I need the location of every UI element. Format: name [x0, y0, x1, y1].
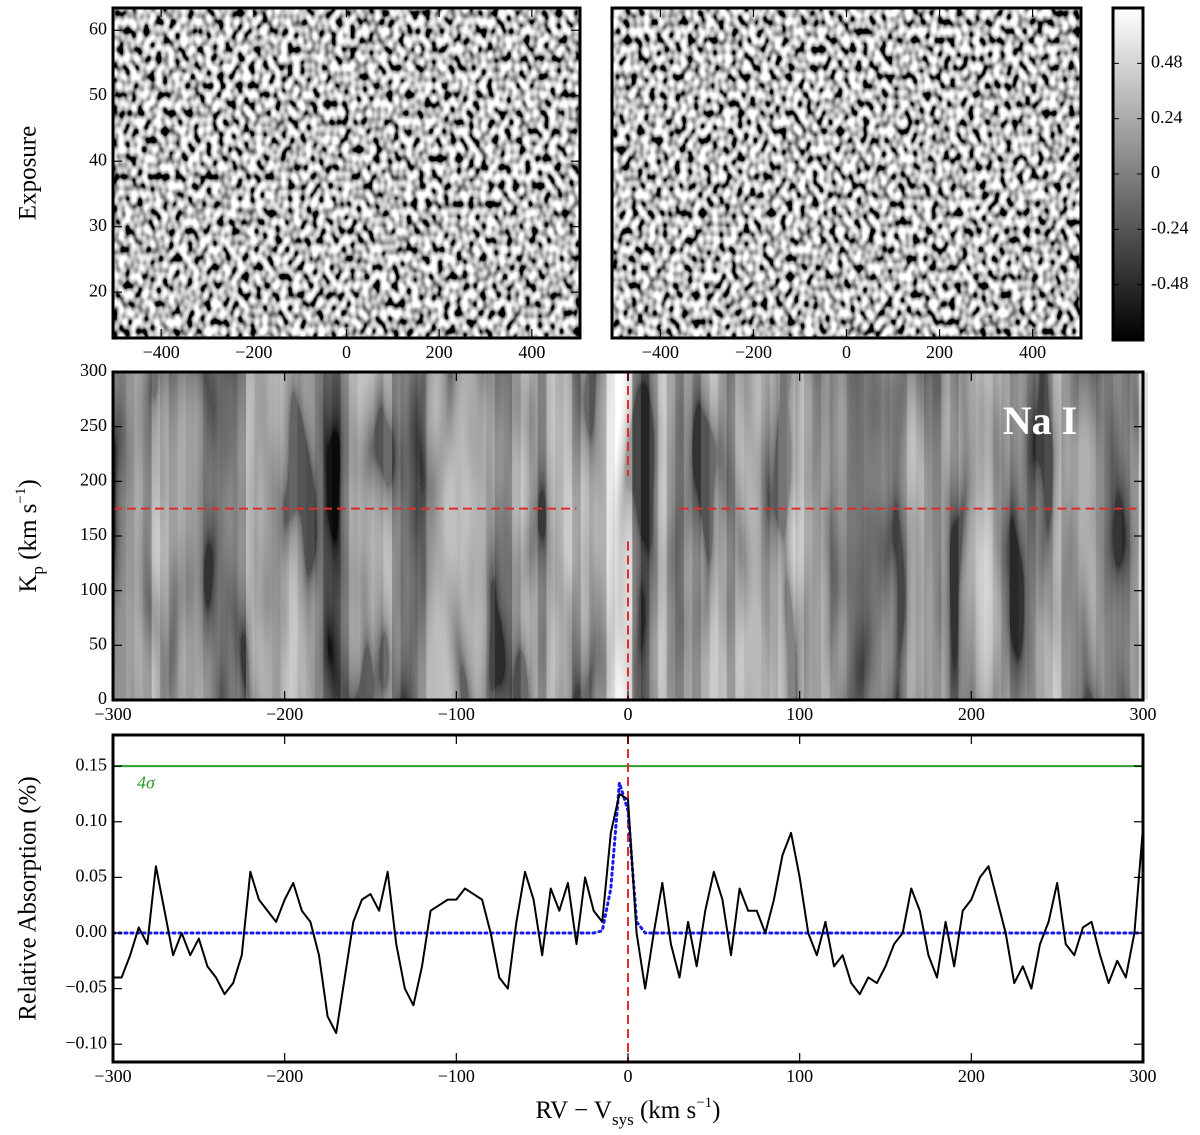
y-axis-label: Exposure	[15, 126, 42, 220]
x-tick-label: 200	[926, 342, 953, 362]
x-tick-label: 200	[958, 1066, 985, 1086]
y-tick-label: 250	[80, 415, 107, 435]
x-tick-label: 400	[1019, 342, 1046, 362]
y-tick-label: 300	[80, 360, 107, 380]
y-tick-label: 30	[89, 215, 107, 235]
x-tick-label: 100	[786, 704, 813, 724]
y-tick-label: 20	[89, 280, 107, 300]
x-tick-label: 200	[426, 342, 453, 362]
label-part: RV − V	[535, 1097, 611, 1124]
y-tick-label: 0.00	[76, 921, 108, 941]
label-part: K	[15, 575, 42, 593]
label-part: )	[712, 1097, 720, 1124]
colorbar-tick-label: -0.24	[1151, 217, 1189, 237]
y-tick-label: 0	[98, 688, 107, 708]
label-part: sys	[612, 1110, 634, 1129]
x-tick-label: 0	[624, 1066, 633, 1086]
y-tick-label: 40	[89, 149, 107, 169]
y-tick-label: 150	[80, 524, 107, 544]
y-tick-label: 100	[80, 579, 107, 599]
y-tick-label: 60	[89, 18, 107, 38]
x-tick-label: −200	[266, 704, 303, 724]
y-tick-label: 0.05	[76, 865, 108, 885]
x-tick-label: −200	[235, 342, 272, 362]
x-tick-label: 100	[786, 1066, 813, 1086]
data-line	[113, 792, 1143, 1035]
x-tick-label: −100	[438, 1066, 475, 1086]
x-tick-label: −400	[642, 342, 679, 362]
label-part: −1	[13, 488, 29, 504]
x-tick-label: 0	[624, 704, 633, 724]
noise-texture	[612, 8, 1081, 338]
colorbar-tick-label: -0.48	[1151, 273, 1189, 293]
y-tick-label: −0.05	[65, 977, 107, 997]
x-tick-label: 400	[518, 342, 545, 362]
x-tick-label: −300	[94, 1066, 131, 1086]
x-axis-label: RV − Vsys (km s−1)	[535, 1095, 720, 1129]
colorbar-tick-label: 0	[1151, 162, 1160, 182]
label-part: p	[28, 566, 47, 575]
x-tick-label: −100	[438, 704, 475, 724]
x-tick-label: 0	[342, 342, 351, 362]
x-tick-label: 0	[842, 342, 851, 362]
colorbar-tick-label: 0.24	[1151, 107, 1183, 127]
y-axis-label: Relative Absorption (%)	[15, 776, 42, 1020]
noise-texture	[113, 8, 580, 338]
x-tick-label: −400	[143, 342, 180, 362]
y-tick-label: 0.10	[76, 810, 108, 830]
x-tick-label: −200	[735, 342, 772, 362]
y-tick-label: 50	[89, 84, 107, 104]
label-part: (km s	[634, 1097, 697, 1124]
y-axis-label: Kp (km s−1)	[13, 479, 47, 592]
x-tick-label: 200	[958, 704, 985, 724]
y-tick-label: 200	[80, 469, 107, 489]
x-tick-label: 300	[1130, 704, 1157, 724]
colorbar-tick-label: 0.48	[1151, 51, 1183, 71]
x-tick-label: 300	[1130, 1066, 1157, 1086]
label-part: −1	[696, 1095, 712, 1111]
label-part: )	[15, 479, 42, 487]
y-tick-label: 50	[89, 633, 107, 653]
label-part: (km s	[15, 504, 42, 567]
annotation: Na I	[1003, 398, 1077, 443]
x-tick-label: −200	[266, 1066, 303, 1086]
y-tick-label: 0.15	[76, 754, 108, 774]
x-tick-label: −300	[94, 704, 131, 724]
threshold-label: 4σ	[137, 772, 156, 792]
y-tick-label: −0.10	[65, 1032, 107, 1052]
